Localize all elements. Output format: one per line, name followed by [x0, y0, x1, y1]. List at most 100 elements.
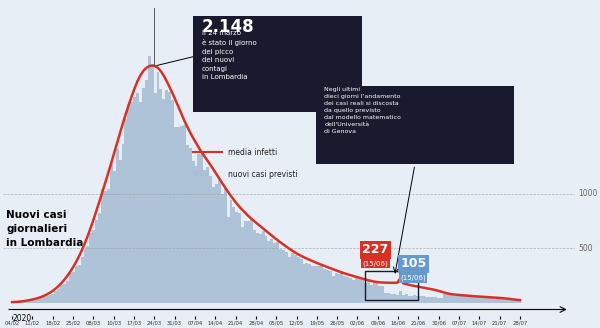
Bar [110, 164, 113, 303]
Bar [410, 296, 413, 303]
Bar [419, 296, 422, 303]
Bar [510, 299, 513, 303]
Bar [393, 294, 396, 303]
Bar [317, 266, 320, 303]
Bar [218, 180, 221, 303]
Bar [40, 298, 43, 303]
Bar [194, 167, 197, 303]
Bar [203, 171, 206, 303]
Bar [43, 297, 46, 303]
Bar [469, 297, 472, 303]
Bar [259, 235, 262, 303]
Bar [451, 295, 454, 303]
Bar [11, 302, 14, 303]
Bar [346, 277, 349, 303]
Bar [390, 295, 393, 303]
Bar [83, 249, 86, 303]
Bar [431, 297, 434, 303]
Bar [492, 298, 495, 303]
Bar [34, 300, 37, 303]
Bar [253, 230, 256, 303]
Bar [443, 294, 446, 303]
Bar [72, 272, 75, 303]
Bar [454, 296, 457, 303]
Bar [507, 299, 510, 303]
Bar [308, 264, 311, 303]
Bar [98, 213, 101, 303]
Text: 2.148: 2.148 [202, 17, 254, 35]
Bar [122, 144, 124, 303]
Bar [361, 280, 364, 303]
Bar [382, 286, 384, 303]
Bar [116, 149, 119, 303]
Text: (15/06): (15/06) [362, 260, 388, 267]
Bar [52, 294, 55, 303]
Bar [285, 252, 288, 303]
Bar [352, 280, 355, 303]
Bar [299, 259, 302, 303]
Bar [466, 296, 469, 303]
Bar [209, 176, 212, 303]
Bar [481, 297, 484, 303]
Bar [142, 88, 145, 303]
Bar [188, 148, 191, 303]
Bar [291, 253, 294, 303]
Bar [399, 292, 402, 303]
Bar [133, 97, 136, 303]
Bar [49, 295, 52, 303]
Bar [513, 299, 515, 303]
Bar [355, 278, 358, 303]
Text: (15/06): (15/06) [400, 275, 426, 281]
Bar [200, 170, 203, 176]
Text: Il 24 marzo
è stato il giorno
del picco
dei nuovi
contagi
in Lombardia: Il 24 marzo è stato il giorno del picco … [202, 30, 257, 80]
Bar [367, 281, 370, 303]
Bar [437, 298, 440, 303]
Bar [37, 299, 40, 303]
Bar [235, 213, 238, 303]
Bar [416, 297, 419, 303]
Bar [60, 285, 63, 303]
Bar [262, 231, 265, 303]
Bar [230, 199, 232, 303]
Bar [376, 282, 379, 303]
Bar [80, 257, 83, 303]
Bar [197, 154, 200, 303]
Bar [282, 250, 285, 303]
Bar [163, 99, 166, 303]
Bar [212, 187, 215, 303]
Bar [241, 227, 244, 303]
Bar [104, 191, 107, 303]
Bar [191, 161, 194, 303]
Bar [160, 89, 163, 303]
Bar [227, 217, 230, 303]
Bar [332, 276, 335, 303]
Bar [379, 286, 382, 303]
Bar [148, 56, 151, 303]
Bar [329, 271, 332, 303]
Bar [139, 102, 142, 303]
Bar [434, 297, 437, 303]
Bar [206, 170, 209, 176]
Bar [89, 233, 92, 303]
Bar [28, 301, 31, 303]
Bar [86, 246, 89, 303]
Bar [407, 296, 410, 303]
Bar [154, 93, 157, 303]
Bar [288, 257, 291, 303]
Bar [448, 295, 451, 303]
Bar [340, 271, 343, 303]
Bar [244, 221, 247, 303]
Bar [119, 160, 122, 303]
Bar [157, 72, 160, 303]
Bar [396, 295, 399, 303]
Bar [484, 297, 487, 303]
Bar [302, 264, 305, 303]
Bar [314, 266, 317, 303]
Bar [463, 297, 466, 303]
Bar [16, 302, 19, 303]
Bar [320, 264, 323, 303]
Bar [343, 277, 346, 303]
Bar [268, 241, 271, 303]
Bar [495, 298, 498, 303]
Bar [95, 220, 98, 303]
